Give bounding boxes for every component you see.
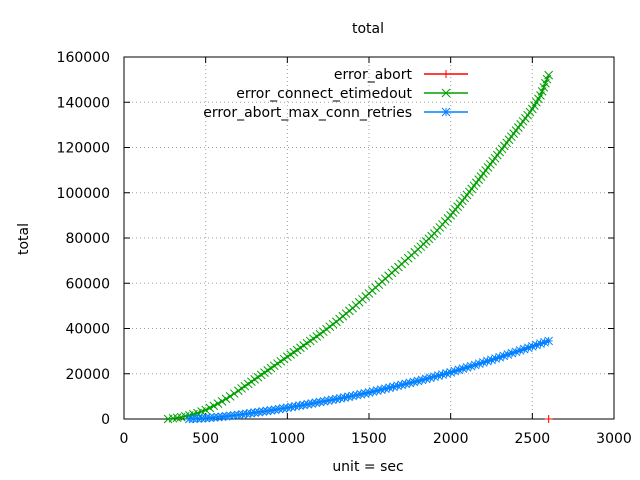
data-point	[246, 408, 255, 418]
data-point	[274, 404, 284, 414]
data-point	[229, 389, 239, 398]
data-point	[238, 410, 247, 419]
series-layer	[163, 70, 554, 424]
data-point	[544, 336, 554, 346]
data-point	[544, 415, 553, 423]
data-point	[242, 409, 251, 419]
x-axis-label: unit = sec	[332, 459, 403, 475]
data-point	[197, 414, 206, 423]
y-tick-label: 60000	[65, 276, 110, 292]
y-tick-label: 120000	[57, 141, 110, 157]
legend-item: error_abort_max_conn_retries	[203, 105, 468, 121]
data-point	[250, 408, 260, 418]
grid	[124, 57, 614, 419]
chart-title: total	[352, 21, 384, 37]
data-point	[213, 399, 223, 408]
legend-marker	[442, 70, 450, 78]
data-point	[544, 70, 554, 80]
legend-item: error_connect_etimedout	[236, 86, 468, 102]
data-point	[258, 407, 268, 416]
x-tick-label: 2500	[515, 431, 551, 447]
series-error-abort-max-conn-retries	[184, 336, 554, 424]
x-tick-label: 2000	[433, 431, 469, 447]
legend-label: error_abort	[334, 67, 413, 83]
data-point	[315, 397, 325, 407]
y-tick-label: 0	[101, 412, 110, 428]
legend-label: error_connect_etimedout	[236, 86, 412, 102]
data-point	[225, 392, 235, 401]
data-point	[209, 401, 219, 411]
data-point	[254, 407, 264, 417]
data-point	[205, 403, 215, 413]
y-axis-label: total	[16, 223, 32, 255]
y-tick-label: 40000	[65, 322, 110, 338]
data-point	[217, 396, 227, 406]
x-tick-label: 1000	[270, 431, 306, 447]
legend-marker	[441, 88, 451, 98]
y-tick-label: 100000	[57, 186, 110, 202]
x-tick-label: 500	[192, 431, 219, 447]
legend-marker	[441, 107, 451, 117]
series-error-connect-etimedout	[163, 70, 554, 424]
series-error-abort	[544, 415, 553, 423]
data-point	[205, 413, 215, 423]
y-tick-label: 80000	[65, 231, 110, 247]
y-tick-label: 140000	[57, 95, 110, 111]
data-point	[262, 406, 272, 416]
data-point	[221, 394, 231, 404]
axis-ticks: 0 500 1000 1500 2000 2500 3000 0 20000 40000 60000…	[57, 50, 632, 447]
x-tick-label: 0	[120, 431, 129, 447]
data-point	[233, 410, 243, 420]
legend-label: error_abort_max_conn_retries	[203, 105, 412, 121]
legend: error_abort error_connect_etimedout error_…	[203, 67, 468, 121]
data-point	[225, 411, 235, 421]
y-tick-label: 20000	[65, 367, 110, 383]
data-point	[229, 411, 239, 420]
y-tick-label: 160000	[57, 50, 110, 66]
legend-item: error_abort	[334, 67, 468, 83]
series-line	[189, 340, 549, 420]
data-point	[515, 346, 525, 355]
x-tick-label: 1500	[351, 431, 387, 447]
series-line	[167, 74, 550, 420]
x-tick-label: 3000	[596, 431, 632, 447]
data-point	[201, 405, 211, 415]
